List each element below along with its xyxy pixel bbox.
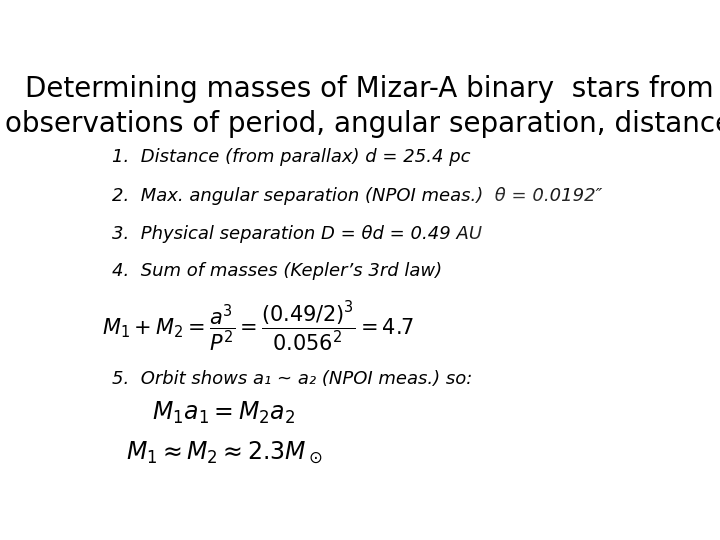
- Text: $M_1 a_1 = M_2 a_2$: $M_1 a_1 = M_2 a_2$: [153, 400, 295, 426]
- Text: 3.  Physical separation D = θd = 0.49 AU: 3. Physical separation D = θd = 0.49 AU: [112, 225, 482, 243]
- Circle shape: [506, 221, 534, 246]
- Text: $M_1 + M_2 = \dfrac{a^3}{P^2} = \dfrac{(0.49/2)^3}{0.056^2} = 4.7$: $M_1 + M_2 = \dfrac{a^3}{P^2} = \dfrac{(…: [102, 300, 413, 354]
- Circle shape: [460, 177, 580, 290]
- Circle shape: [518, 232, 522, 235]
- Text: 5.  Orbit shows a₁ ~ a₂ (NPOI meas.) so:: 5. Orbit shows a₁ ~ a₂ (NPOI meas.) so:: [112, 370, 473, 388]
- Text: 4.  Sum of masses (Kepler’s 3rd law): 4. Sum of masses (Kepler’s 3rd law): [112, 262, 443, 280]
- Circle shape: [500, 215, 540, 252]
- Circle shape: [612, 232, 616, 235]
- Circle shape: [482, 198, 557, 269]
- Circle shape: [600, 221, 628, 246]
- Text: 1.  Distance (from parallax) d = 25.4 pc: 1. Distance (from parallax) d = 25.4 pc: [112, 148, 471, 166]
- Text: Determining masses of Mizar-A binary  stars from
observations of period, angular: Determining masses of Mizar-A binary sta…: [6, 75, 720, 138]
- Circle shape: [606, 225, 623, 242]
- Circle shape: [472, 189, 567, 278]
- Circle shape: [567, 189, 662, 278]
- Circle shape: [610, 230, 618, 238]
- Circle shape: [577, 198, 652, 269]
- Circle shape: [492, 208, 547, 259]
- Circle shape: [587, 208, 642, 259]
- Circle shape: [594, 215, 634, 252]
- Circle shape: [516, 230, 524, 238]
- Circle shape: [511, 225, 528, 242]
- Text: $M_1 \approx M_2 \approx 2.3 M_\odot$: $M_1 \approx M_2 \approx 2.3 M_\odot$: [125, 439, 323, 465]
- Circle shape: [554, 177, 674, 290]
- Text: 2.  Max. angular separation (NPOI meas.)  θ = 0.0192″: 2. Max. angular separation (NPOI meas.) …: [112, 187, 603, 205]
